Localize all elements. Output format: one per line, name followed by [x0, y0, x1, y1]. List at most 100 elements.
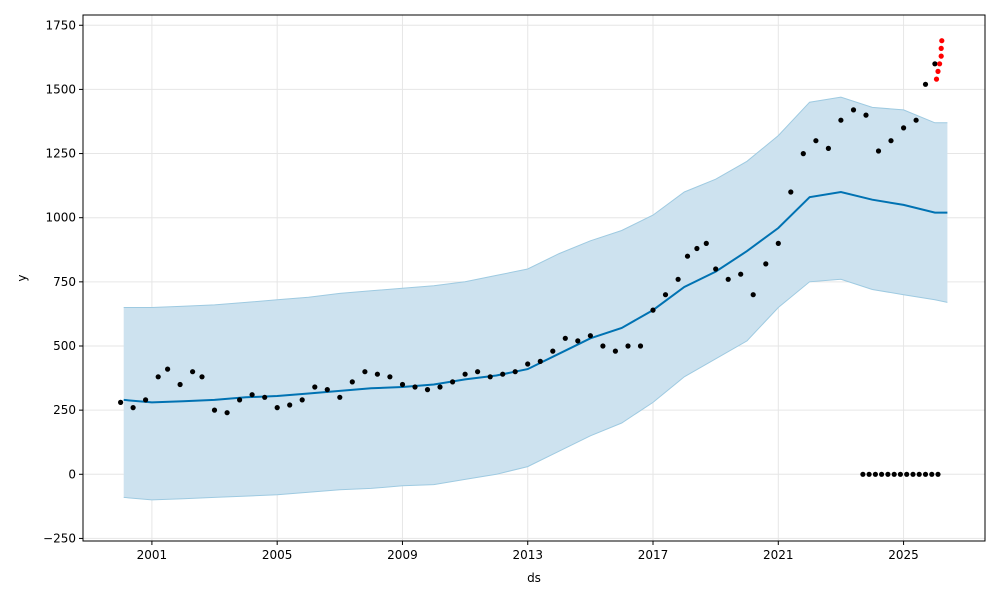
forecast-line-group: [123, 190, 948, 404]
observed-point: [118, 399, 124, 405]
observed-point: [838, 117, 844, 123]
x-tick-label: 2017: [638, 548, 669, 562]
observed-point: [143, 397, 149, 403]
observed-point: [487, 374, 493, 380]
observed-point: [299, 397, 305, 403]
observed-point: [725, 276, 731, 282]
observed-point: [738, 271, 744, 277]
observed-point: [637, 343, 644, 349]
observed-point: [587, 333, 594, 339]
highlighted-point: [933, 76, 940, 82]
observed-point: [374, 371, 380, 377]
observed-point: [237, 397, 243, 403]
y-tick-label: 0: [68, 467, 76, 481]
uncertainty-band-area: [123, 97, 948, 500]
observed-point: [190, 369, 196, 375]
observed-point: [763, 261, 769, 267]
observed-point: [262, 394, 268, 400]
observed-point: [475, 369, 481, 375]
observed-points: [118, 61, 938, 416]
highlighted-point: [939, 38, 945, 44]
lower-bound-line: [123, 278, 948, 501]
observed-point: [512, 369, 518, 375]
observed-point: [199, 374, 205, 380]
zero-point: [879, 471, 885, 477]
zero-point: [916, 471, 922, 477]
y-tick-label: 1250: [45, 147, 76, 161]
observed-point: [450, 379, 456, 385]
observed-point: [888, 138, 894, 144]
y-tick-label: 750: [53, 275, 76, 289]
observed-point: [662, 292, 669, 298]
observed-point: [399, 381, 406, 388]
y-tick-label: 1000: [45, 211, 76, 225]
observed-point: [750, 292, 756, 298]
observed-point: [130, 405, 136, 411]
plot-frame: [82, 14, 986, 542]
highlighted-point: [937, 61, 943, 67]
x-axis-ticks: 2001 2005 2009 2013 2017 2021 2025: [137, 541, 919, 562]
observed-point: [525, 361, 531, 367]
x-tick-label: 2021: [763, 548, 794, 562]
observed-point: [600, 343, 606, 349]
x-tick-label: 2013: [512, 548, 543, 562]
observed-point: [362, 369, 368, 375]
zero-point: [929, 471, 935, 477]
uncertainty-band: [123, 96, 948, 501]
observed-point: [788, 189, 794, 195]
observed-point: [800, 151, 806, 157]
zero-point: [910, 471, 916, 477]
observed-point: [224, 410, 230, 416]
observed-point: [562, 335, 568, 341]
y-tick-label: −250: [43, 531, 76, 545]
highlighted-point: [938, 45, 944, 52]
y-tick-label: 1750: [45, 18, 76, 32]
observed-point: [863, 112, 869, 118]
highlighted-points: [933, 38, 945, 82]
observed-point: [274, 405, 280, 411]
observed-point: [337, 394, 343, 400]
x-tick-label: 2025: [888, 548, 919, 562]
highlighted-point: [935, 68, 941, 74]
zero-point: [860, 471, 866, 477]
zero-point: [891, 471, 897, 477]
observed-point: [703, 240, 709, 246]
y-axis-ticks: −250 0 250 500 750 1000 1250 1500 1750: [43, 18, 83, 545]
observed-point: [650, 307, 656, 313]
y-tick-label: 500: [53, 339, 76, 353]
zero-point: [935, 471, 941, 477]
observed-point: [387, 374, 393, 380]
observed-point: [500, 371, 506, 377]
observed-point: [462, 371, 468, 377]
zero-point: [866, 471, 872, 477]
observed-point: [813, 138, 819, 144]
zero-point: [885, 471, 891, 477]
x-axis-label: ds: [527, 571, 541, 585]
y-tick-label: 1500: [45, 82, 76, 96]
x-tick-label: 2009: [387, 548, 418, 562]
observed-point: [437, 384, 443, 390]
observed-point: [312, 384, 318, 390]
x-tick-label: 2005: [262, 548, 293, 562]
observed-point: [713, 266, 719, 272]
x-tick-label: 2001: [137, 548, 168, 562]
observed-point: [424, 387, 431, 393]
zero-point: [872, 471, 879, 477]
observed-point: [249, 392, 255, 398]
observed-point: [775, 240, 781, 246]
forecast-line: [123, 190, 948, 404]
observed-point: [324, 387, 330, 393]
observed-point: [875, 148, 882, 154]
y-axis-label: y: [15, 274, 29, 281]
observed-point: [684, 253, 691, 259]
observed-point: [575, 338, 581, 344]
observed-point: [675, 276, 681, 282]
observed-point: [155, 374, 161, 380]
observed-point: [932, 61, 938, 67]
zero-point: [904, 471, 910, 477]
y-tick-label: 250: [53, 403, 76, 417]
observed-point: [550, 348, 556, 354]
observed-point: [177, 381, 183, 388]
observed-point: [694, 245, 700, 252]
